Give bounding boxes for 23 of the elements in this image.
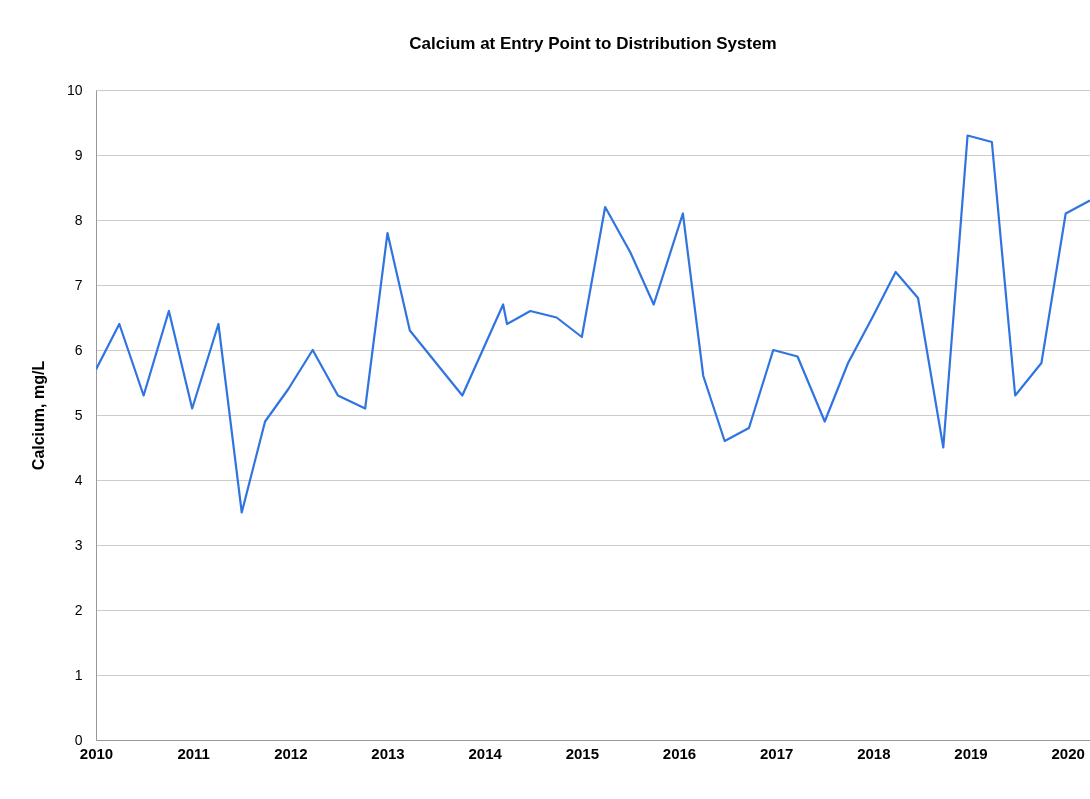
x-tick-label: 2019 — [954, 744, 988, 762]
y-tick-label: 7 — [74, 276, 83, 293]
y-tick-label: 2 — [74, 601, 83, 618]
y-tick-label: 1 — [74, 666, 83, 683]
x-tick-label: 2013 — [371, 744, 405, 762]
x-tick-label: 2015 — [565, 744, 600, 762]
x-tick-label: 2014 — [468, 744, 503, 762]
y-tick-label: 8 — [74, 211, 83, 228]
x-tick-label: 2018 — [857, 744, 891, 762]
x-tick-label: 2011 — [177, 744, 210, 762]
x-tick-label: 2017 — [759, 744, 794, 762]
x-tick-label: 2020 — [1051, 744, 1085, 762]
y-tick-label: 10 — [66, 81, 83, 98]
x-tick-label: 2012 — [274, 744, 308, 762]
chart-title: Calcium at Entry Point to Distribution System — [409, 34, 777, 53]
line-series — [96, 134, 1090, 514]
y-tick-label: 4 — [74, 471, 83, 488]
y-tick-label: 6 — [74, 341, 83, 358]
x-tick-label: 2016 — [662, 744, 697, 762]
y-axis-title: Calcium, mg/L — [29, 360, 47, 471]
y-tick-label: 9 — [74, 146, 83, 163]
y-tick-label: 5 — [74, 406, 83, 423]
y-tick-label: 3 — [74, 536, 83, 553]
